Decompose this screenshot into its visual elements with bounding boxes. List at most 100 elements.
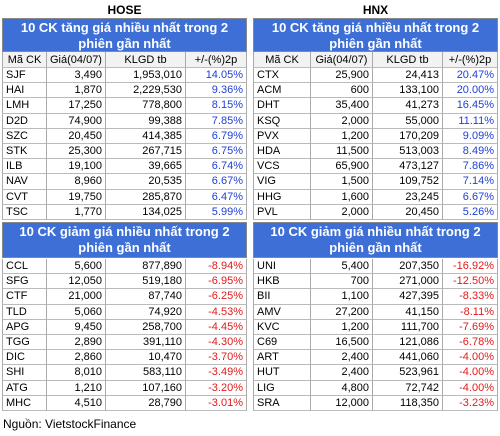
table-cell: 2,000	[311, 113, 373, 129]
table-cell: 19,750	[47, 189, 106, 205]
table-cell: 25,900	[311, 68, 373, 84]
column-header: KLGD tb	[106, 52, 186, 68]
table-cell: 7.14%	[443, 174, 498, 190]
table-cell: 134,025	[106, 204, 186, 220]
table-cell: CTF	[2, 289, 47, 305]
table-cell: 513,003	[373, 144, 443, 160]
table-cell: 23,245	[373, 189, 443, 205]
table-cell: -8.11%	[443, 304, 498, 320]
table-cell: 519,180	[106, 274, 186, 290]
table-cell: 7.85%	[186, 113, 247, 129]
table-cell: -3.49%	[186, 365, 247, 381]
column-header: KLGD tb	[373, 52, 443, 68]
table-cell: SJF	[2, 68, 47, 84]
table-cell: SFG	[2, 274, 47, 290]
table-cell: -4.45%	[186, 319, 247, 335]
table-cell: -4.00%	[443, 365, 498, 381]
table-cell: 121,086	[373, 335, 443, 351]
table-cell: 12,050	[47, 274, 106, 290]
table-cell: 5.26%	[443, 204, 498, 220]
table-cell: 414,385	[106, 128, 186, 144]
table-cell: C69	[253, 335, 311, 351]
table-cell: 4,510	[47, 395, 106, 411]
table-cell: VCS	[253, 159, 311, 175]
table-cell: -3.23%	[443, 395, 498, 411]
table-cell: HDA	[253, 144, 311, 160]
table-cell: 35,400	[311, 98, 373, 114]
table-cell: 9.36%	[186, 83, 247, 99]
table-cell: 8,960	[47, 174, 106, 190]
table-cell: 20.47%	[443, 68, 498, 84]
table-cell: ART	[253, 350, 311, 366]
table-cell: 523,961	[373, 365, 443, 381]
table-cell: 107,160	[106, 380, 186, 396]
section-header: 10 CK tăng giá nhiều nhất trong 2 phiên …	[253, 18, 498, 52]
table-cell: AMV	[253, 304, 311, 320]
table-cell: 87,740	[106, 289, 186, 305]
table-cell: 6.67%	[443, 189, 498, 205]
table-cell: 285,870	[106, 189, 186, 205]
table-cell: -3.01%	[186, 395, 247, 411]
table-cell: 20,450	[47, 128, 106, 144]
table-cell: 41,273	[373, 98, 443, 114]
table-cell: MHC	[2, 395, 47, 411]
source-note: Nguồn: VietstockFinance	[3, 417, 137, 431]
table-cell: 109,752	[373, 174, 443, 190]
table-cell: 24,413	[373, 68, 443, 84]
table-cell: LMH	[2, 98, 47, 114]
table-cell: CVT	[2, 189, 47, 205]
table-cell: STK	[2, 144, 47, 160]
table-cell: UNI	[253, 259, 311, 275]
table-cell: 2,890	[47, 335, 106, 351]
table-cell: -3.20%	[186, 380, 247, 396]
table-cell: HAI	[2, 83, 47, 99]
table-cell: 1,500	[311, 174, 373, 190]
table-cell: SZC	[2, 128, 47, 144]
table-cell: 427,395	[373, 289, 443, 305]
table-cell: 583,110	[106, 365, 186, 381]
table-cell: 2,400	[311, 365, 373, 381]
table-cell: 6.79%	[186, 128, 247, 144]
table-cell: 99,388	[106, 113, 186, 129]
table-cell: 118,350	[373, 395, 443, 411]
table-cell: PVX	[253, 128, 311, 144]
table-cell: 1,870	[47, 83, 106, 99]
table-cell: -6.25%	[186, 289, 247, 305]
table-cell: 1,200	[311, 319, 373, 335]
column-header: Mã CK	[2, 52, 47, 68]
table-cell: 2,000	[311, 204, 373, 220]
table-cell: 2,860	[47, 350, 106, 366]
table-cell: 6.67%	[186, 174, 247, 190]
exchange-title: HOSE	[107, 3, 142, 17]
table-cell: SHI	[2, 365, 47, 381]
table-cell: 8.49%	[443, 144, 498, 160]
table-cell: -4.00%	[443, 350, 498, 366]
table-cell: 10,470	[106, 350, 186, 366]
table-cell: 11,500	[311, 144, 373, 160]
table-cell: 5,060	[47, 304, 106, 320]
table-cell: 1,953,010	[106, 68, 186, 84]
table-cell: -3.70%	[186, 350, 247, 366]
column-header: +/-(%)2p	[443, 52, 498, 68]
table-cell: 6.74%	[186, 159, 247, 175]
table-cell: 1,200	[311, 128, 373, 144]
table-cell: 21,000	[47, 289, 106, 305]
table-cell: 72,742	[373, 380, 443, 396]
exchange-title: HNX	[362, 3, 389, 17]
table-cell: 17,250	[47, 98, 106, 114]
table-cell: CTX	[253, 68, 311, 84]
table-cell: 74,900	[47, 113, 106, 129]
table-cell: 11.11%	[443, 113, 498, 129]
table-cell: 877,890	[106, 259, 186, 275]
table-cell: TSC	[2, 204, 47, 220]
table-cell: -4.53%	[186, 304, 247, 320]
table-cell: PVL	[253, 204, 311, 220]
table-cell: 16,500	[311, 335, 373, 351]
table-cell: 55,000	[373, 113, 443, 129]
table-cell: HUT	[253, 365, 311, 381]
table-cell: 600	[311, 83, 373, 99]
column-header: +/-(%)2p	[186, 52, 247, 68]
table-cell: 5,600	[47, 259, 106, 275]
table-cell: 5,400	[311, 259, 373, 275]
